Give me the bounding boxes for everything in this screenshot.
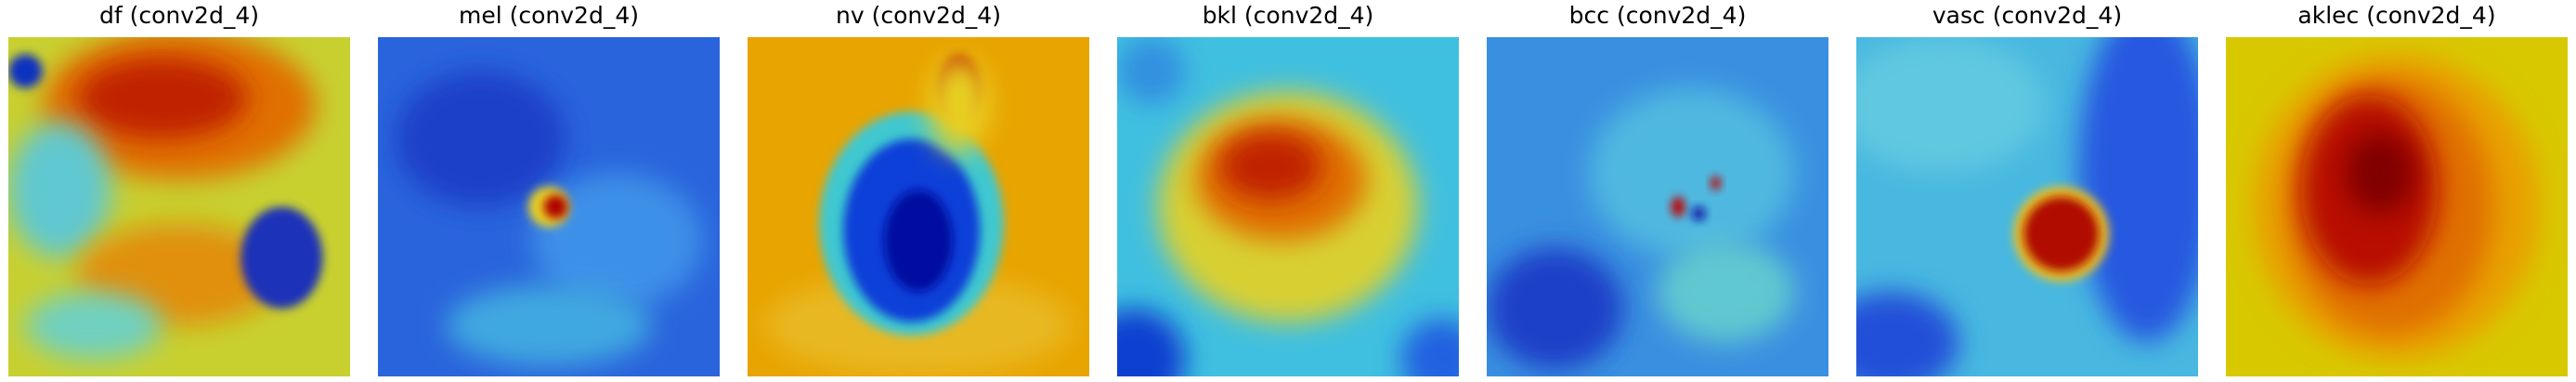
heatmap-region [1117, 309, 1186, 376]
heatmap-region [1487, 247, 1624, 370]
panel: aklec (conv2d_4) [2226, 2, 2568, 376]
heatmap [8, 37, 350, 376]
heatmap [1856, 37, 2198, 376]
heatmap-region [1691, 206, 1706, 221]
heatmap [748, 37, 1089, 376]
panel-title: mel (conv2d_4) [459, 2, 639, 29]
heatmap-region [1856, 37, 2045, 173]
panel: bkl (conv2d_4) [1117, 2, 1459, 376]
heatmap-region [1589, 87, 1795, 258]
heatmap-region [1117, 37, 1186, 105]
panel-title: bkl (conv2d_4) [1203, 2, 1374, 29]
heatmap-region [1856, 291, 1959, 376]
heatmap [1117, 37, 1459, 376]
panel-title: vasc (conv2d_4) [1932, 2, 2122, 29]
heatmap-region [25, 291, 163, 360]
panel: df (conv2d_4) [8, 2, 350, 376]
heatmap-region [1400, 318, 1459, 376]
heatmap [378, 37, 720, 376]
heatmap-region [8, 54, 43, 88]
heatmap-region [543, 194, 568, 219]
heatmap-region [531, 173, 703, 309]
heatmap-region [884, 190, 953, 292]
panel-title: nv (conv2d_4) [836, 2, 1001, 29]
panel: mel (conv2d_4) [378, 2, 720, 376]
panel: bcc (conv2d_4) [1487, 2, 1828, 376]
heatmap-region [395, 71, 566, 207]
heatmap-region [241, 206, 323, 309]
panel-title: bcc (conv2d_4) [1569, 2, 1747, 29]
heatmap-region [8, 122, 111, 258]
heatmap-region [2345, 132, 2414, 214]
heatmap-region [929, 57, 991, 153]
heatmap-region [446, 284, 652, 367]
heatmap [2226, 37, 2568, 376]
heatmap-region [76, 57, 248, 139]
heatmap-region [1671, 196, 1685, 217]
heatmap [1487, 37, 1828, 376]
heatmap-region [1711, 176, 1722, 191]
panel-title: df (conv2d_4) [99, 2, 259, 29]
heatmap-region [2023, 196, 2100, 271]
panel: nv (conv2d_4) [748, 2, 1089, 376]
panel-title: aklec (conv2d_4) [2297, 2, 2495, 29]
panel: vasc (conv2d_4) [1856, 2, 2198, 376]
heatmap-region [2078, 37, 2198, 343]
heatmap-region [1219, 132, 1322, 201]
heatmap-region [1658, 241, 1795, 343]
